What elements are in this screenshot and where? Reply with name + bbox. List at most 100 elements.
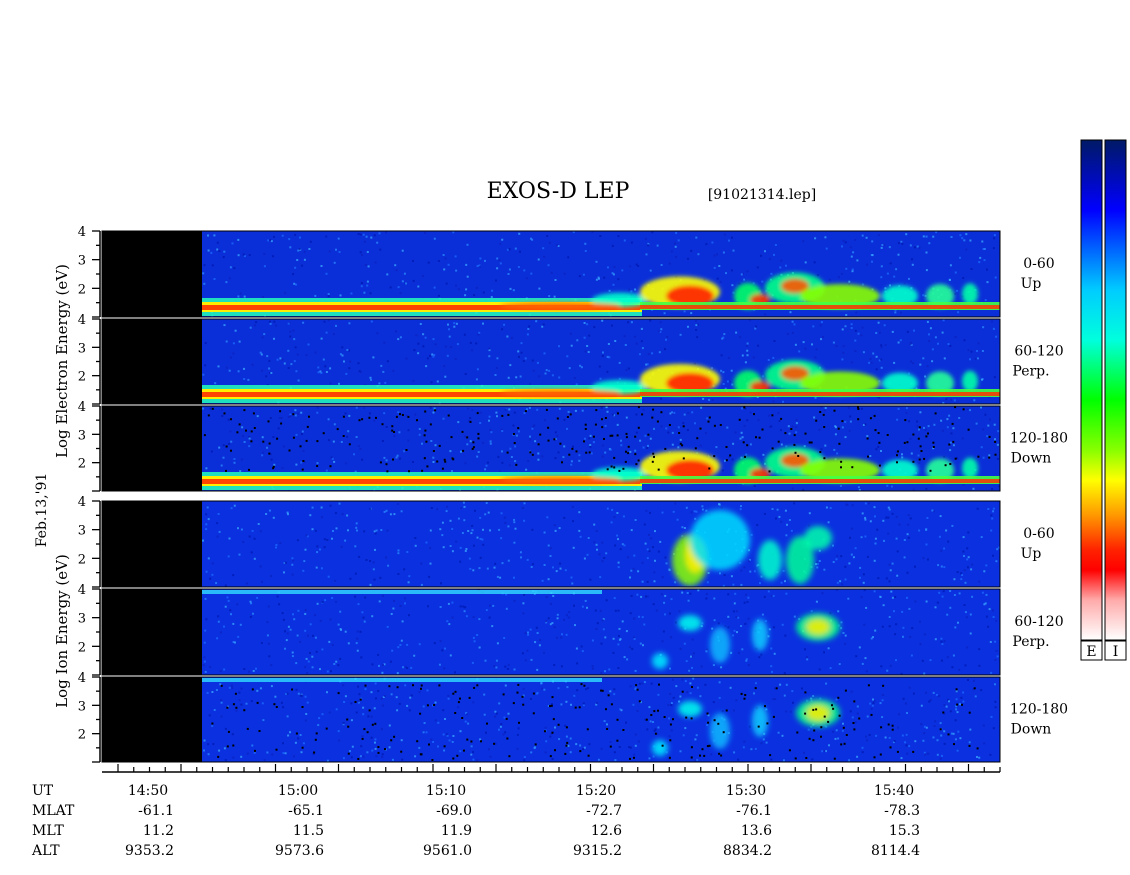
- panel-frame: [101, 405, 1001, 492]
- no-data-region: [102, 501, 202, 587]
- y-tick-label: 3: [78, 524, 86, 539]
- pitch-angle-range: 60-120: [1014, 614, 1063, 630]
- y-tick-label: 2: [78, 282, 86, 297]
- y-tick-label: 3: [78, 699, 86, 714]
- orbit-value: 15.3: [889, 823, 920, 839]
- orbit-value: -69.0: [436, 803, 472, 819]
- colorbar-label-i: I: [1113, 644, 1119, 660]
- edge-band: [202, 678, 602, 682]
- panel-frame: [101, 500, 1001, 588]
- y-tick-label: 3: [78, 612, 86, 627]
- orbit-value: 15:00: [278, 783, 318, 799]
- no-data-region: [102, 406, 202, 491]
- orbit-value: 12.6: [591, 823, 622, 839]
- orbit-table: UT 14:50 15:00 15:10 15:20 15:30 15:40 MLAT -61.…: [31, 783, 920, 859]
- y-tick-label: 3: [78, 254, 86, 269]
- y-tick-label: 2: [78, 370, 86, 385]
- pitch-angle-direction: Perp.: [1012, 634, 1049, 650]
- y-tick-label: 4: [78, 671, 86, 686]
- y-tick-label: 4: [78, 313, 86, 328]
- activity-region: [652, 613, 840, 669]
- orbit-value: 8114.4: [871, 843, 920, 859]
- y-tick-label: 2: [78, 552, 86, 567]
- orbit-value: -72.7: [586, 803, 622, 819]
- pitch-angle-direction: Down: [1011, 722, 1052, 738]
- orbit-value: 9353.2: [125, 843, 174, 859]
- orbit-value: 15:40: [874, 783, 914, 799]
- y-tick-label: 4: [78, 225, 86, 240]
- y-axis-label: Log Ion Energy (eV): [53, 554, 71, 708]
- energy-axis: 2 3 4: [78, 671, 101, 763]
- panel-frame: [101, 676, 1001, 763]
- y-tick-label: 2: [78, 457, 86, 472]
- y-tick-label: 3: [78, 341, 86, 356]
- orbit-value: 9561.0: [423, 843, 472, 859]
- orbit-value: -65.1: [288, 803, 324, 819]
- energy-axis: 2 3 4: [78, 495, 101, 588]
- pitch-angle-direction: Perp.: [1012, 364, 1049, 380]
- edge-band: [202, 590, 602, 594]
- chart-title: EXOS-D LEP: [487, 179, 630, 204]
- orbit-row-label: UT: [32, 783, 54, 799]
- y-tick-label: 2: [78, 640, 86, 655]
- panel-frame: [101, 318, 1001, 405]
- spectrogram-panel: [101, 500, 1001, 588]
- activity-region: [672, 510, 832, 586]
- spectrogram-background: [202, 589, 1000, 675]
- pitch-angle-direction: Up: [1021, 276, 1042, 292]
- no-data-region: [102, 589, 202, 675]
- date-label: Feb.13,'91: [34, 473, 50, 548]
- energy-axis: 2 3 4: [78, 400, 101, 492]
- orbit-row-label: ALT: [31, 843, 60, 859]
- pitch-angle-direction: Down: [1011, 451, 1052, 467]
- orbit-value: -78.3: [884, 803, 920, 819]
- orbit-row-label: MLAT: [32, 803, 75, 819]
- orbit-value: -61.1: [138, 803, 174, 819]
- energy-axis-labels: Log Electron Energy (eV) Log Ion Energy (…: [53, 264, 71, 708]
- time-axis: [102, 764, 1001, 773]
- orbit-value: 11.2: [143, 823, 174, 839]
- spectrogram-panel: [101, 405, 1001, 492]
- colorbar-electron: E: [1080, 139, 1103, 661]
- orbit-value: -76.1: [736, 803, 772, 819]
- orbit-value: 11.9: [441, 823, 472, 839]
- orbit-value: 14:50: [128, 783, 168, 799]
- orbit-value: 9315.2: [573, 843, 622, 859]
- spectrogram-panel: [101, 230, 1001, 318]
- energy-axis: 2 3 4: [78, 583, 101, 676]
- file-label: [91021314.lep]: [708, 187, 816, 203]
- spectrogram-panel: [101, 318, 1001, 405]
- energy-axis: 2 3 4: [78, 225, 101, 318]
- no-data-region: [102, 319, 202, 404]
- panel-frame: [101, 230, 1001, 318]
- spectrogram-panels: [100, 230, 1002, 763]
- no-data-region: [102, 231, 202, 317]
- colorbar-ion: I: [1104, 139, 1127, 661]
- y-tick-label: 2: [78, 728, 86, 743]
- pitch-angle-range: 0-60: [1023, 256, 1054, 272]
- pitch-angle-range: 60-120: [1014, 344, 1063, 360]
- activity-region: [652, 699, 840, 756]
- pitch-angle-direction: Up: [1021, 546, 1042, 562]
- orbit-value: 9573.6: [275, 843, 324, 859]
- spectrogram-panel: [101, 588, 1001, 676]
- orbit-row-label: MLT: [32, 823, 64, 839]
- energy-axes: 2 3 4 2 3 4 2 3 4 2 3 4 2 3 4 2 3 4: [78, 225, 101, 763]
- group-separator: [100, 492, 1002, 500]
- y-tick-label: 4: [78, 400, 86, 415]
- spectrogram-background: [202, 501, 1000, 587]
- orbit-value: 15:20: [576, 783, 616, 799]
- y-tick-label: 3: [78, 428, 86, 443]
- orbit-value: 8834.2: [723, 843, 772, 859]
- orbit-value: 11.5: [293, 823, 324, 839]
- colorbar-label-e: E: [1086, 644, 1096, 660]
- y-axis-label: Log Electron Energy (eV): [53, 264, 71, 458]
- energy-axis: 2 3 4: [78, 313, 101, 405]
- pitch-angle-range: 0-60: [1023, 526, 1054, 542]
- orbit-value: 15:30: [726, 783, 766, 799]
- orbit-value: 13.6: [741, 823, 772, 839]
- pitch-angle-range: 120-180: [1010, 702, 1068, 718]
- pitch-angle-range: 120-180: [1010, 431, 1068, 447]
- orbit-value: 15:10: [426, 783, 466, 799]
